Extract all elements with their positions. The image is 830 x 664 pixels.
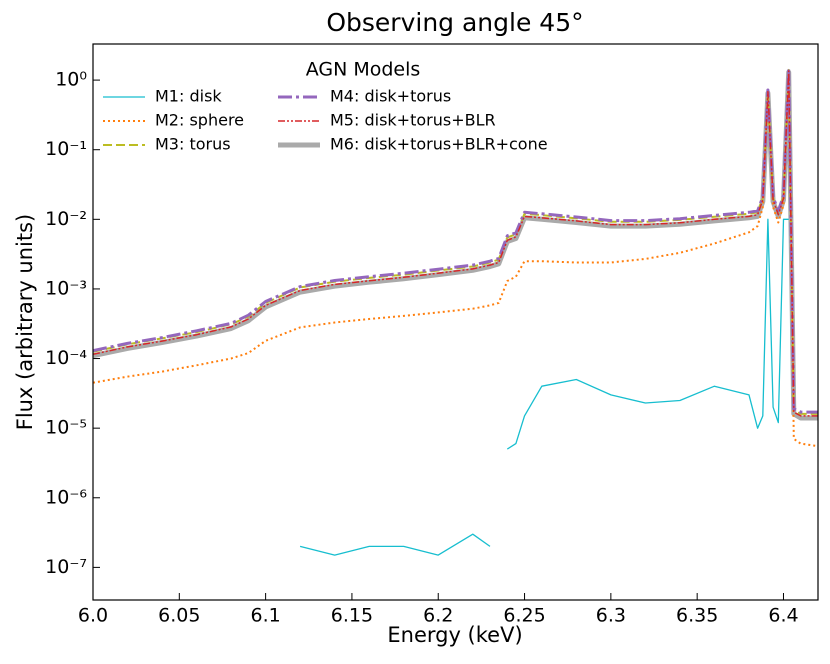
series-line: [93, 73, 818, 448]
series-line: [299, 218, 789, 556]
x-axis-label: Energy (keV): [387, 623, 522, 647]
y-tick-label: 10⁻⁷: [45, 556, 87, 578]
series-line: [93, 70, 818, 417]
plot-frame: [92, 43, 819, 601]
legend-label: M5: disk+torus+BLR: [330, 111, 496, 130]
y-axis-label: Flux (arbitrary units): [13, 214, 37, 430]
legend-title: AGN Models: [306, 59, 421, 81]
plot-lines: [93, 67, 818, 556]
y-tick-label: 10⁻⁶: [45, 486, 87, 508]
legend-label: M3: torus: [155, 135, 231, 154]
legend-label: M2: sphere: [155, 111, 244, 130]
x-tick-label: 6.15: [331, 605, 373, 627]
legend-label: M6: disk+torus+BLR+cone: [330, 135, 548, 154]
y-tick-label: 10⁻²: [45, 208, 87, 230]
x-tick-label: 6.0: [78, 605, 108, 627]
x-tick-label: 6.25: [503, 605, 545, 627]
x-tick-label: 6.3: [596, 605, 626, 627]
x-tick-label: 6.4: [768, 605, 798, 627]
y-tick-label: 10⁻¹: [45, 138, 87, 160]
x-tick-label: 6.2: [423, 605, 453, 627]
x-tick-label: 6.05: [158, 605, 200, 627]
y-tick-label: 10⁻⁵: [45, 417, 87, 439]
x-tick-label: 6.1: [251, 605, 281, 627]
y-tick-label: 10⁻⁴: [45, 347, 87, 369]
series-line: [93, 67, 818, 414]
chart-title: Observing angle 45°: [326, 8, 583, 37]
legend-label: M1: disk: [155, 87, 222, 106]
y-tick-label: 10⁻³: [45, 277, 87, 299]
legend-label: M4: disk+torus: [330, 87, 451, 106]
x-tick-label: 6.35: [676, 605, 718, 627]
y-tick-label: 10⁰: [55, 69, 87, 91]
